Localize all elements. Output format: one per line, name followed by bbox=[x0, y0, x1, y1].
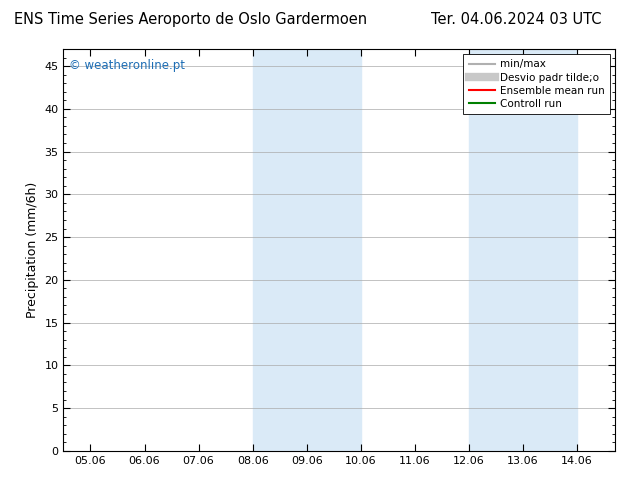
Bar bbox=[253, 49, 307, 451]
Bar bbox=[523, 49, 577, 451]
Y-axis label: Precipitation (mm/6h): Precipitation (mm/6h) bbox=[26, 182, 39, 318]
Bar bbox=[469, 49, 523, 451]
Text: Ter. 04.06.2024 03 UTC: Ter. 04.06.2024 03 UTC bbox=[432, 12, 602, 27]
Legend: min/max, Desvio padr tilde;o, Ensemble mean run, Controll run: min/max, Desvio padr tilde;o, Ensemble m… bbox=[463, 54, 610, 114]
Text: © weatheronline.pt: © weatheronline.pt bbox=[69, 59, 185, 72]
Bar bbox=[307, 49, 361, 451]
Text: ENS Time Series Aeroporto de Oslo Gardermoen: ENS Time Series Aeroporto de Oslo Garder… bbox=[14, 12, 366, 27]
